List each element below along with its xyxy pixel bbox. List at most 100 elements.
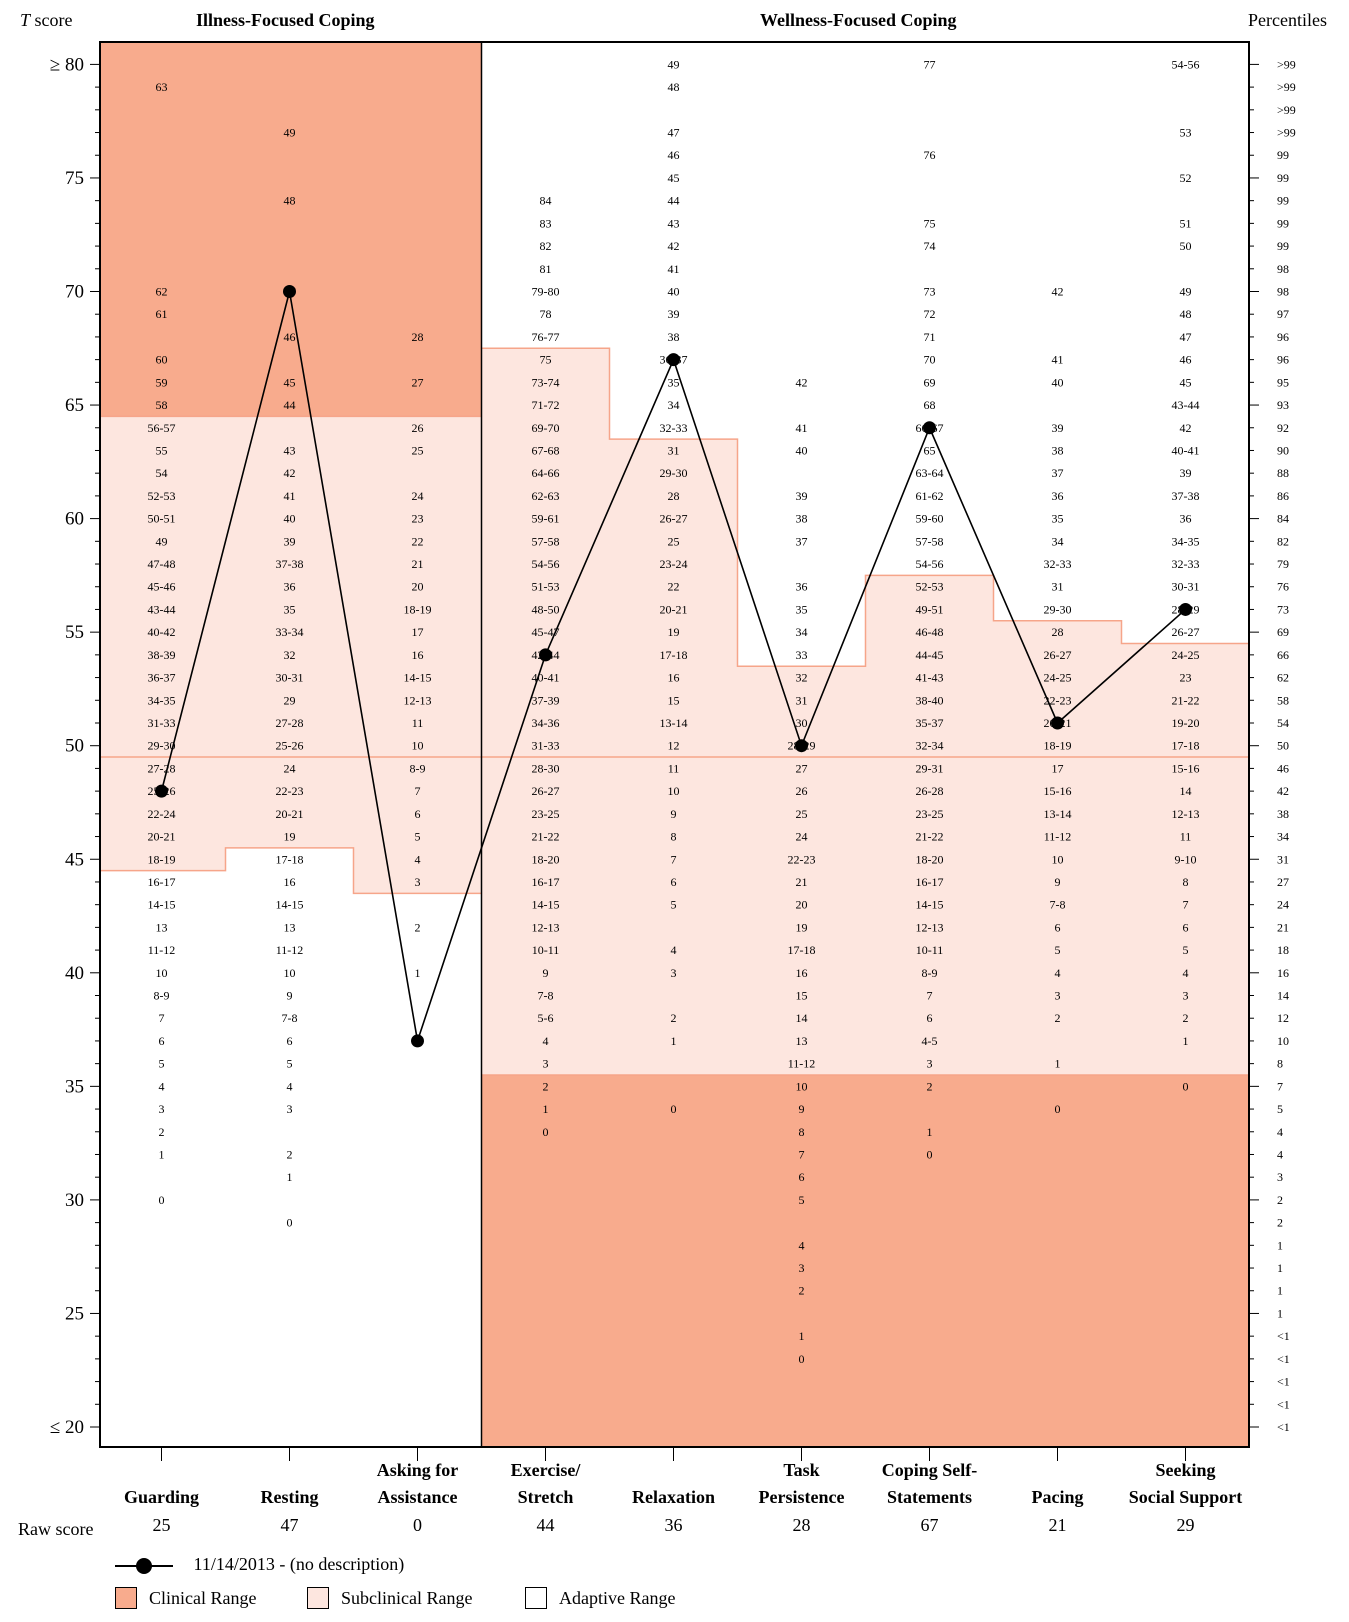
raw-score-cell: 27 xyxy=(796,761,808,775)
percentile-label: <1 xyxy=(1277,1420,1290,1434)
raw-score-cell: 1 xyxy=(927,1125,933,1139)
raw-score-cell: 58 xyxy=(156,398,168,412)
raw-score-cell: 26-28 xyxy=(916,784,944,798)
raw-score-cell: 8 xyxy=(671,830,677,844)
raw-score-row-label: Raw score xyxy=(18,1519,94,1539)
percentile-label: 66 xyxy=(1277,648,1289,662)
raw-score-cell: 37 xyxy=(1052,466,1064,480)
raw-score-cell: 4 xyxy=(543,1034,549,1048)
raw-score-cell: 34-36 xyxy=(532,716,560,730)
raw-score-cell: 16-17 xyxy=(148,875,176,889)
raw-score-cell: 17-18 xyxy=(276,852,304,866)
legend-series-label: 11/14/2013 - (no description) xyxy=(193,1554,405,1574)
raw-score-value: 0 xyxy=(413,1515,422,1535)
raw-score-cell: 34 xyxy=(668,398,680,412)
raw-score-cell: 45-46 xyxy=(148,580,176,594)
percentile-label: 79 xyxy=(1277,557,1289,571)
raw-score-value: 29 xyxy=(1177,1515,1195,1535)
raw-score-cell: 20-21 xyxy=(148,830,176,844)
raw-score-cell: 0 xyxy=(543,1125,549,1139)
raw-score-cell: 29-31 xyxy=(916,761,944,775)
raw-score-cell: 34 xyxy=(796,625,808,639)
raw-score-cell: 27 xyxy=(412,375,424,389)
raw-score-cell: 46 xyxy=(284,330,296,344)
raw-score-cell: 35 xyxy=(668,375,680,389)
raw-score-cell: 21 xyxy=(796,875,808,889)
raw-score-cell: 29-30 xyxy=(1044,602,1072,616)
raw-score-cell: 7 xyxy=(799,1147,805,1161)
raw-score-cell: 39 xyxy=(284,534,296,548)
raw-score-cell: 27-28 xyxy=(148,761,176,775)
raw-score-cell: 1 xyxy=(159,1147,165,1161)
raw-score-cell: 0 xyxy=(799,1352,805,1366)
raw-score-cell: 44-45 xyxy=(916,648,944,662)
raw-score-cell: 5 xyxy=(1055,943,1061,957)
raw-score-cell: 37-38 xyxy=(1172,489,1200,503)
category-label-line1: Task xyxy=(783,1460,819,1480)
percentile-label: 8 xyxy=(1277,1057,1283,1071)
raw-score-cell: 48 xyxy=(284,194,296,208)
raw-score-cell: 11-12 xyxy=(148,943,176,957)
raw-score-cell: 4 xyxy=(159,1079,165,1093)
y-tick-label: 25 xyxy=(65,1303,84,1324)
raw-score-cell: 29 xyxy=(284,693,296,707)
raw-score-cell: 37-38 xyxy=(276,557,304,571)
raw-score-cell: 49 xyxy=(1180,285,1192,299)
raw-score-cell: 11-12 xyxy=(1044,830,1072,844)
raw-score-cell: 63 xyxy=(156,80,168,94)
raw-score-cell: 23 xyxy=(1180,671,1192,685)
raw-score-value: 47 xyxy=(281,1515,299,1535)
raw-score-cell: 32-33 xyxy=(660,421,688,435)
legend-series-marker xyxy=(115,1557,173,1574)
raw-score-cell: 40 xyxy=(1052,375,1064,389)
raw-score-cell: 41 xyxy=(668,262,680,276)
raw-score-cell: 4 xyxy=(671,943,677,957)
raw-score-cell: 49 xyxy=(668,57,680,71)
raw-score-cell: 46 xyxy=(1180,353,1192,367)
raw-score-cell: 14-15 xyxy=(404,671,432,685)
raw-score-cell: 24 xyxy=(412,489,424,503)
percentile-label: 3 xyxy=(1277,1170,1283,1184)
raw-score-cell: 29-30 xyxy=(148,739,176,753)
raw-score-cell: 12-13 xyxy=(1172,807,1200,821)
raw-score-cell: 19 xyxy=(284,830,296,844)
raw-score-cell: 1 xyxy=(1055,1057,1061,1071)
raw-score-cell: 11-12 xyxy=(276,943,304,957)
raw-score-cell: 2 xyxy=(287,1147,293,1161)
raw-score-cell: 48 xyxy=(1180,307,1192,321)
percentile-label: 1 xyxy=(1277,1261,1283,1275)
clinical-range-3 xyxy=(481,1074,610,1447)
legend-subclinical: Subclinical Range xyxy=(307,1587,472,1609)
raw-score-cell: 5 xyxy=(799,1193,805,1207)
raw-score-cell: 15 xyxy=(668,693,680,707)
raw-score-cell: 8 xyxy=(1183,875,1189,889)
raw-score-cell: 4 xyxy=(799,1238,805,1252)
category-label-line1: Exercise/ xyxy=(511,1460,582,1480)
raw-score-cell: 10-11 xyxy=(916,943,944,957)
y-tick-label: 70 xyxy=(65,282,84,303)
raw-score-cell: 34-35 xyxy=(1172,534,1200,548)
raw-score-cell: 0 xyxy=(1183,1079,1189,1093)
raw-score-cell: 41 xyxy=(796,421,808,435)
raw-score-cell: 9 xyxy=(799,1102,805,1116)
percentile-label: 92 xyxy=(1277,421,1289,435)
raw-score-cell: 1 xyxy=(799,1329,805,1343)
y-tick-label: 65 xyxy=(65,395,84,416)
percentile-label: 99 xyxy=(1277,216,1289,230)
raw-score-cell: 14 xyxy=(796,1011,808,1025)
percentile-label: 99 xyxy=(1277,171,1289,185)
raw-score-cell: 48 xyxy=(668,80,680,94)
raw-score-cell: 9 xyxy=(287,989,293,1003)
raw-score-cell: 28 xyxy=(668,489,680,503)
raw-score-cell: 31 xyxy=(796,693,808,707)
raw-score-cell: 6 xyxy=(415,807,421,821)
data-point xyxy=(667,353,680,367)
raw-score-cell: 28-30 xyxy=(532,761,560,775)
category-label-line2: Social Support xyxy=(1129,1487,1243,1507)
clinical-range-5 xyxy=(737,1074,866,1447)
raw-score-cell: 47 xyxy=(1180,330,1192,344)
raw-score-cell: 41-43 xyxy=(916,671,944,685)
raw-score-cell: 42 xyxy=(1052,285,1064,299)
percentile-label: 88 xyxy=(1277,466,1289,480)
